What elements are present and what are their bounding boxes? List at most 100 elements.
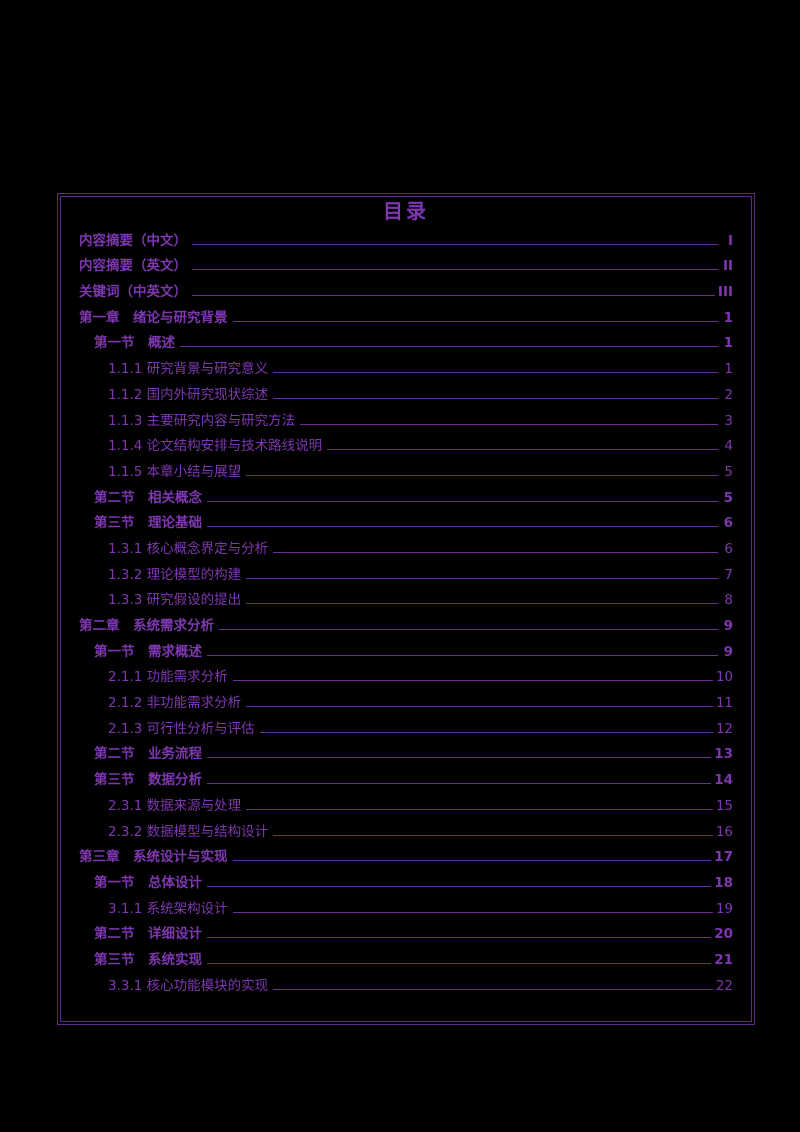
- toc-page-number: III: [717, 284, 733, 301]
- toc-leader-line: [327, 449, 718, 451]
- toc-page-number: 15: [715, 797, 733, 814]
- toc-page-number: 13: [714, 746, 733, 763]
- toc-entry-text: 第二节 详细设计: [94, 926, 202, 943]
- toc-page-number: 5: [724, 463, 733, 480]
- toc-page-number: 19: [715, 900, 733, 917]
- toc-row: 1.3.3 研究假设的提出 8: [61, 585, 751, 611]
- toc-leader-line: [192, 269, 718, 271]
- toc-row: 第三节 理论基础 6: [61, 508, 751, 534]
- toc-leader-line: [207, 654, 718, 656]
- toc-leader-line: [246, 808, 713, 810]
- toc-list: 内容摘要（中文） I 内容摘要（英文） II 关键词（中英文） III 第一章 …: [61, 225, 751, 996]
- toc-entry-text: 1.1.1 研究背景与研究意义: [108, 361, 269, 378]
- toc-row: 第二节 相关概念 5: [61, 482, 751, 508]
- toc-leader-line: [232, 320, 718, 322]
- toc-leader-line: [207, 757, 712, 759]
- toc-leader-line: [192, 295, 715, 297]
- toc-row: 第二章 系统需求分析 9: [61, 610, 751, 636]
- toc-leader-line: [273, 397, 718, 399]
- toc-page-number: 5: [723, 489, 733, 506]
- toc-entry-text: 第三节 理论基础: [94, 515, 202, 532]
- toc-entry-text: 第二节 业务流程: [94, 746, 202, 763]
- toc-entry-text: 1.1.4 论文结构安排与技术路线说明: [108, 438, 323, 455]
- page-border-inner: 目录 内容摘要（中文） I 内容摘要（英文） II 关键词（中英文） III 第…: [60, 196, 752, 1022]
- toc-entry-text: 第二章 系统需求分析: [79, 618, 214, 634]
- toc-entry-text: 1.1.5 本章小结与展望: [108, 463, 242, 480]
- toc-entry-text: 第二节 相关概念: [94, 489, 202, 506]
- toc-entry-text: 第三节 系统实现: [94, 951, 202, 968]
- toc-row: 关键词（中英文） III: [61, 276, 751, 302]
- toc-entry-text: 2.1.2 非功能需求分析: [108, 695, 242, 712]
- toc-row: 3.3.1 核心功能模块的实现 22: [61, 970, 751, 996]
- toc-row: 2.1.3 可行性分析与评估 12: [61, 713, 751, 739]
- toc-page-number: I: [727, 232, 733, 249]
- toc-page-number: 7: [724, 566, 733, 583]
- toc-row: 内容摘要（英文） II: [61, 251, 751, 277]
- toc-row: 第三节 系统实现 21: [61, 944, 751, 970]
- toc-leader-line: [207, 937, 712, 939]
- toc-entry-text: 内容摘要（英文）: [79, 258, 187, 275]
- toc-page-number: 12: [715, 720, 733, 737]
- toc-row: 1.1.3 主要研究内容与研究方法 3: [61, 405, 751, 431]
- toc-entry-text: 第一节 需求概述: [94, 643, 202, 660]
- toc-page-number: 9: [723, 643, 733, 660]
- toc-row: 第一节 概述 1: [61, 328, 751, 354]
- toc-page-number: 11: [715, 695, 733, 712]
- toc-row: 1.1.2 国内外研究现状综述 2: [61, 379, 751, 405]
- toc-entry-text: 内容摘要（中文）: [79, 232, 187, 249]
- toc-leader-line: [219, 629, 718, 630]
- toc-row: 1.1.5 本章小结与展望 5: [61, 456, 751, 482]
- toc-page-number: 16: [715, 823, 733, 840]
- toc-row: 第三节 数据分析 14: [61, 764, 751, 790]
- toc-entry-text: 第一节 概述: [94, 335, 175, 352]
- toc-entry-text: 1.1.3 主要研究内容与研究方法: [108, 412, 296, 429]
- toc-entry-text: 第三节 数据分析: [94, 772, 202, 789]
- toc-row: 1.1.4 论文结构安排与技术路线说明 4: [61, 431, 751, 457]
- toc-leader-line: [300, 423, 718, 425]
- toc-leader-line: [246, 577, 718, 579]
- toc-row: 1.1.1 研究背景与研究意义 1: [61, 353, 751, 379]
- toc-leader-line: [273, 372, 718, 374]
- toc-page-number: 2: [724, 386, 733, 403]
- toc-row: 2.3.2 数据模型与结构设计 16: [61, 816, 751, 842]
- toc-leader-line: [273, 834, 713, 836]
- toc-page-number: 14: [714, 772, 733, 789]
- toc-entry-text: 1.3.3 研究假设的提出: [108, 592, 242, 609]
- toc-entry-text: 第一节 总体设计: [94, 874, 202, 891]
- toc-entry-text: 1.1.2 国内外研究现状综述: [108, 386, 269, 403]
- toc-entry-text: 第一章 绪论与研究背景: [79, 309, 228, 326]
- toc-row: 内容摘要（中文） I: [61, 225, 751, 251]
- toc-entry-text: 2.1.1 功能需求分析: [108, 669, 228, 686]
- toc-page-number: 4: [724, 438, 733, 455]
- toc-page-number: 18: [714, 874, 733, 891]
- toc-page-number: 21: [714, 951, 733, 968]
- toc-row: 3.1.1 系统架构设计 19: [61, 893, 751, 919]
- toc-row: 第三章 系统设计与实现 17: [61, 842, 751, 868]
- toc-row: 第二节 业务流程 13: [61, 739, 751, 765]
- toc-leader-line: [232, 680, 713, 682]
- toc-leader-line: [207, 885, 712, 887]
- toc-row: 2.1.2 非功能需求分析 11: [61, 687, 751, 713]
- toc-page-number: 1: [723, 335, 733, 352]
- toc-entry-text: 2.1.3 可行性分析与评估: [108, 720, 255, 737]
- toc-entry-text: 1.3.2 理论模型的构建: [108, 566, 242, 583]
- toc-row: 1.3.2 理论模型的构建 7: [61, 559, 751, 585]
- toc-entry-text: 3.3.1 核心功能模块的实现: [108, 977, 269, 994]
- toc-page-number: 3: [724, 412, 733, 429]
- toc-row: 第一章 绪论与研究背景 1: [61, 302, 751, 328]
- toc-page-number: 9: [723, 618, 733, 634]
- toc-leader-line: [207, 526, 718, 528]
- toc-page-number: 8: [724, 592, 733, 609]
- toc-leader-line: [207, 783, 712, 785]
- toc-row: 2.1.1 功能需求分析 10: [61, 662, 751, 688]
- toc-entry-text: 第三章 系统设计与实现: [79, 849, 228, 866]
- toc-page-number: 22: [715, 977, 733, 994]
- toc-entry-text: 3.1.1 系统架构设计: [108, 900, 228, 917]
- toc-leader-line: [273, 988, 713, 990]
- toc-entry-text: 1.3.1 核心概念界定与分析: [108, 540, 269, 557]
- toc-row: 1.3.1 核心概念界定与分析 6: [61, 533, 751, 559]
- toc-leader-line: [273, 551, 718, 553]
- toc-page-number: 1: [723, 309, 733, 326]
- toc-row: 2.3.1 数据来源与处理 15: [61, 790, 751, 816]
- toc-leader-line: [246, 706, 713, 708]
